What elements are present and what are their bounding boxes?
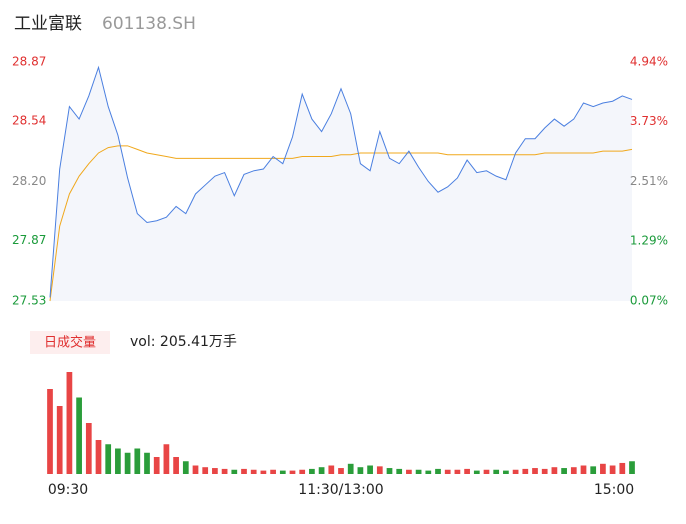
volume-bar [328, 465, 335, 474]
volume-bar [619, 462, 626, 474]
volume-bar [144, 452, 150, 474]
volume-bar [522, 468, 529, 474]
volume-label: 日成交量 [44, 335, 96, 351]
volume-bar [347, 463, 354, 474]
x-tick-label: 15:00 [594, 482, 634, 498]
volume-bar [241, 468, 247, 474]
y-tick-label: 28.20 [12, 174, 46, 188]
volume-bar [163, 444, 170, 474]
x-tick-label: 09:30 [48, 482, 88, 498]
volume-bar [503, 470, 509, 474]
volume-bar [532, 468, 538, 474]
volume-bar [444, 469, 451, 474]
chart-subtitle: 601138.SH [102, 14, 196, 34]
y2-tick-label: 2.51% [630, 174, 668, 188]
y-tick-label: 28.87 [12, 55, 46, 69]
series-line [49, 145, 633, 302]
volume-bar [318, 467, 325, 474]
volume-bar [396, 468, 403, 474]
volume-bar [212, 468, 218, 474]
volume-bar [464, 468, 470, 474]
price-area [50, 67, 632, 302]
volume-bar [590, 466, 597, 474]
volume-bar [85, 423, 92, 474]
volume-bar [221, 468, 228, 474]
volume-bar [260, 470, 267, 474]
volume-bar [95, 440, 102, 474]
volume-annotation: vol: 205.41万手 [130, 334, 237, 350]
volume-bar [289, 470, 296, 474]
x-tick-label: 11:30/13:00 [298, 482, 383, 498]
volume-bar [250, 469, 257, 474]
volume-bar [66, 372, 73, 474]
y2-tick-label: 0.07% [630, 294, 668, 308]
y2-tick-label: 1.29% [630, 234, 668, 248]
volume-bar [473, 470, 480, 474]
volume-bar [134, 448, 141, 474]
volume-bar [483, 469, 490, 474]
volume-bar [105, 444, 112, 474]
y-tick-label: 28.54 [12, 113, 46, 127]
volume-bar [580, 465, 587, 474]
volume-bar [561, 468, 567, 474]
volume-bar [173, 457, 179, 474]
volume-bar [609, 465, 616, 474]
volume-bar [124, 452, 131, 474]
volume-bar [386, 468, 393, 474]
volume-bar [425, 470, 432, 474]
volume-bar [600, 463, 606, 474]
volume-bar [512, 469, 519, 474]
y-tick-label: 27.53 [12, 294, 46, 308]
volume-bar [76, 397, 82, 474]
volume-bar [415, 469, 422, 474]
volume-bar [56, 406, 63, 474]
volume-bar [357, 467, 364, 474]
volume-bar [192, 465, 199, 474]
volume-bar [338, 468, 344, 474]
volume-bar [202, 467, 209, 474]
volume-label-box [30, 331, 110, 354]
volume-bar [570, 467, 577, 474]
chart-title: 工业富联 [14, 14, 82, 34]
volume-bar [406, 469, 412, 474]
volume-bar [279, 470, 286, 474]
volume-bar [115, 448, 121, 474]
volume-bar [541, 468, 548, 474]
volume-bar [309, 468, 315, 474]
volume-bar [299, 469, 306, 474]
volume-bar [182, 461, 189, 474]
y2-tick-label: 4.94% [630, 55, 668, 69]
volume-bar [270, 469, 276, 474]
volume-bar [493, 469, 500, 474]
y-tick-label: 27.87 [12, 233, 46, 247]
y2-tick-label: 3.73% [630, 114, 668, 128]
volume-bar [153, 457, 160, 474]
series-line [49, 65, 633, 298]
volume-bar [367, 465, 373, 474]
volume-bar [551, 467, 558, 474]
volume-bar [47, 389, 53, 474]
volume-bar [231, 469, 238, 474]
volume-bar [454, 469, 461, 474]
volume-bar [435, 468, 441, 474]
volume-bar [376, 466, 383, 474]
volume-bar [629, 461, 635, 474]
